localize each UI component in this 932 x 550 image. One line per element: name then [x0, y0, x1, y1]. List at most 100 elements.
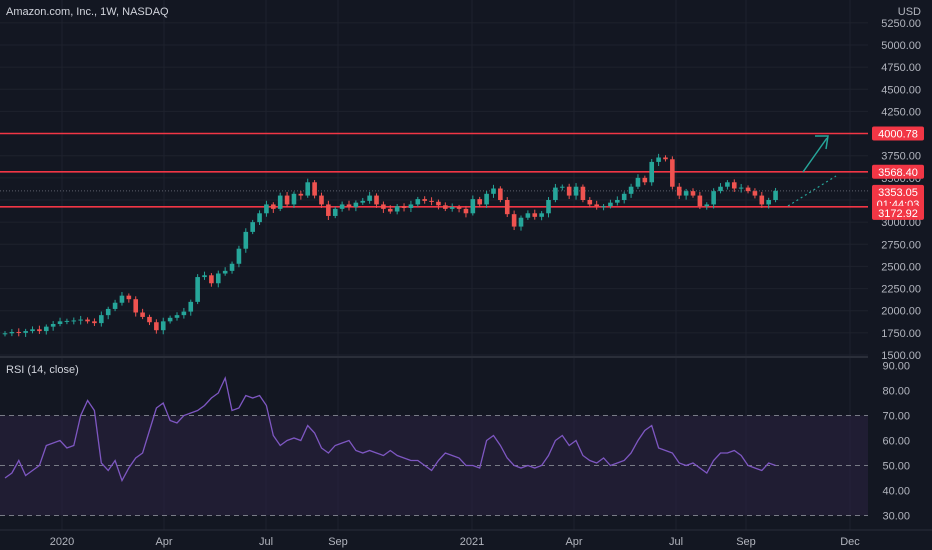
candle-body [518, 217, 524, 227]
rsi-tick-label: 90.00 [882, 361, 910, 373]
candle-body [353, 202, 359, 208]
candle-body [773, 190, 778, 200]
horizontal-levels [0, 132, 868, 208]
time-axis[interactable]: 2020 Apr Jul Sep 2021 Apr Jul Sep Dec [0, 529, 932, 550]
candle-body [711, 191, 716, 205]
candle-body [676, 186, 682, 196]
candle-body [147, 316, 152, 323]
candle-body [167, 317, 173, 322]
time-tick-label: 2021 [460, 536, 484, 548]
candle-body [470, 199, 476, 214]
candle-body [326, 204, 331, 216]
candle-body [594, 204, 599, 207]
rsi-panel [0, 375, 868, 516]
candle-body [243, 231, 249, 249]
candle-body [628, 186, 634, 194]
candle-body [222, 270, 228, 274]
candle-body [394, 206, 400, 212]
candle-body [731, 182, 737, 189]
level-tag-3172: 3172.92 [878, 208, 918, 220]
candle-body [663, 157, 668, 160]
price-axis[interactable]: 5250.00 5000.00 4750.00 4500.00 4250.00 4000.… [868, 0, 932, 530]
candle-body [504, 200, 510, 215]
candle-body [573, 186, 579, 196]
candle-body [539, 213, 544, 217]
candle-body [566, 186, 572, 196]
candle-body [608, 202, 613, 207]
candle-body [766, 200, 771, 205]
price-tick-label: 1500.00 [881, 350, 921, 362]
rsi-title: RSI (14, close) [6, 364, 79, 376]
rsi-line [4, 375, 776, 483]
candle-body [250, 222, 255, 232]
candle-body [85, 319, 90, 322]
candle-body [436, 201, 441, 206]
rsi-tick-label: 40.00 [882, 486, 910, 498]
candle-body [30, 329, 35, 332]
candle-body [99, 315, 104, 324]
price-tick-label: 3000.00 [881, 217, 921, 229]
candle-body [264, 204, 269, 214]
candle-body [553, 187, 558, 200]
price-tick-label: 4250.00 [881, 106, 921, 118]
candle-body [346, 204, 352, 208]
time-tick-label: Sep [328, 536, 348, 548]
candle-body [449, 207, 455, 209]
candle-body [601, 206, 606, 208]
candle-body [154, 322, 159, 331]
candle-body [429, 200, 434, 202]
candle-body [291, 193, 297, 205]
candle-body [319, 195, 324, 205]
level-tag-4000: 4000.78 [878, 129, 918, 141]
candle-body [339, 204, 345, 209]
time-tick-label: Sep [736, 536, 756, 548]
candle-body [621, 193, 627, 200]
candle-body [78, 319, 83, 321]
price-tick-label: 2500.00 [881, 261, 921, 273]
candle-body [92, 321, 97, 324]
time-tick-label: Jul [259, 536, 273, 548]
candle-body [305, 182, 311, 196]
candle-body [119, 295, 125, 303]
candle-body [105, 308, 111, 316]
candle-body [463, 208, 469, 214]
price-tick-label: 3750.00 [881, 151, 921, 163]
candle-body [16, 331, 22, 333]
candle-body [656, 157, 661, 162]
candle-body [126, 295, 132, 300]
level-tag-3568: 3568.40 [878, 167, 918, 179]
candle-body [559, 186, 565, 188]
candle-body [236, 248, 242, 264]
candle-body [277, 195, 283, 209]
candle-body [181, 311, 187, 316]
candle-body [690, 191, 696, 196]
candle-body [64, 320, 70, 322]
rsi-tick-label: 50.00 [882, 461, 910, 473]
level-tag-3172-bg [872, 205, 924, 220]
price-tick-label: 1750.00 [881, 328, 921, 340]
candle-body [415, 199, 421, 205]
candle-body [408, 204, 414, 208]
candle-body [209, 275, 214, 284]
candle-body [381, 204, 386, 209]
candle-body [477, 199, 483, 205]
candle-body [649, 161, 655, 183]
candle-body [697, 195, 703, 207]
price-tick-label: 4500.00 [881, 84, 921, 96]
time-axis-bg [0, 530, 932, 550]
projection-arrow-line [802, 137, 828, 173]
level-tag-3568-bg [872, 164, 924, 179]
candle-body [546, 200, 551, 214]
candle-body [332, 208, 338, 216]
candle-body [387, 208, 393, 212]
candle-body [202, 275, 207, 278]
candle-body [456, 207, 462, 209]
candle-body [37, 329, 42, 332]
candle-body [229, 263, 235, 271]
candle-body [23, 331, 28, 333]
candle-body [683, 191, 689, 196]
candle-body [401, 206, 407, 208]
candle-body [271, 204, 276, 209]
candle-body [195, 277, 200, 302]
